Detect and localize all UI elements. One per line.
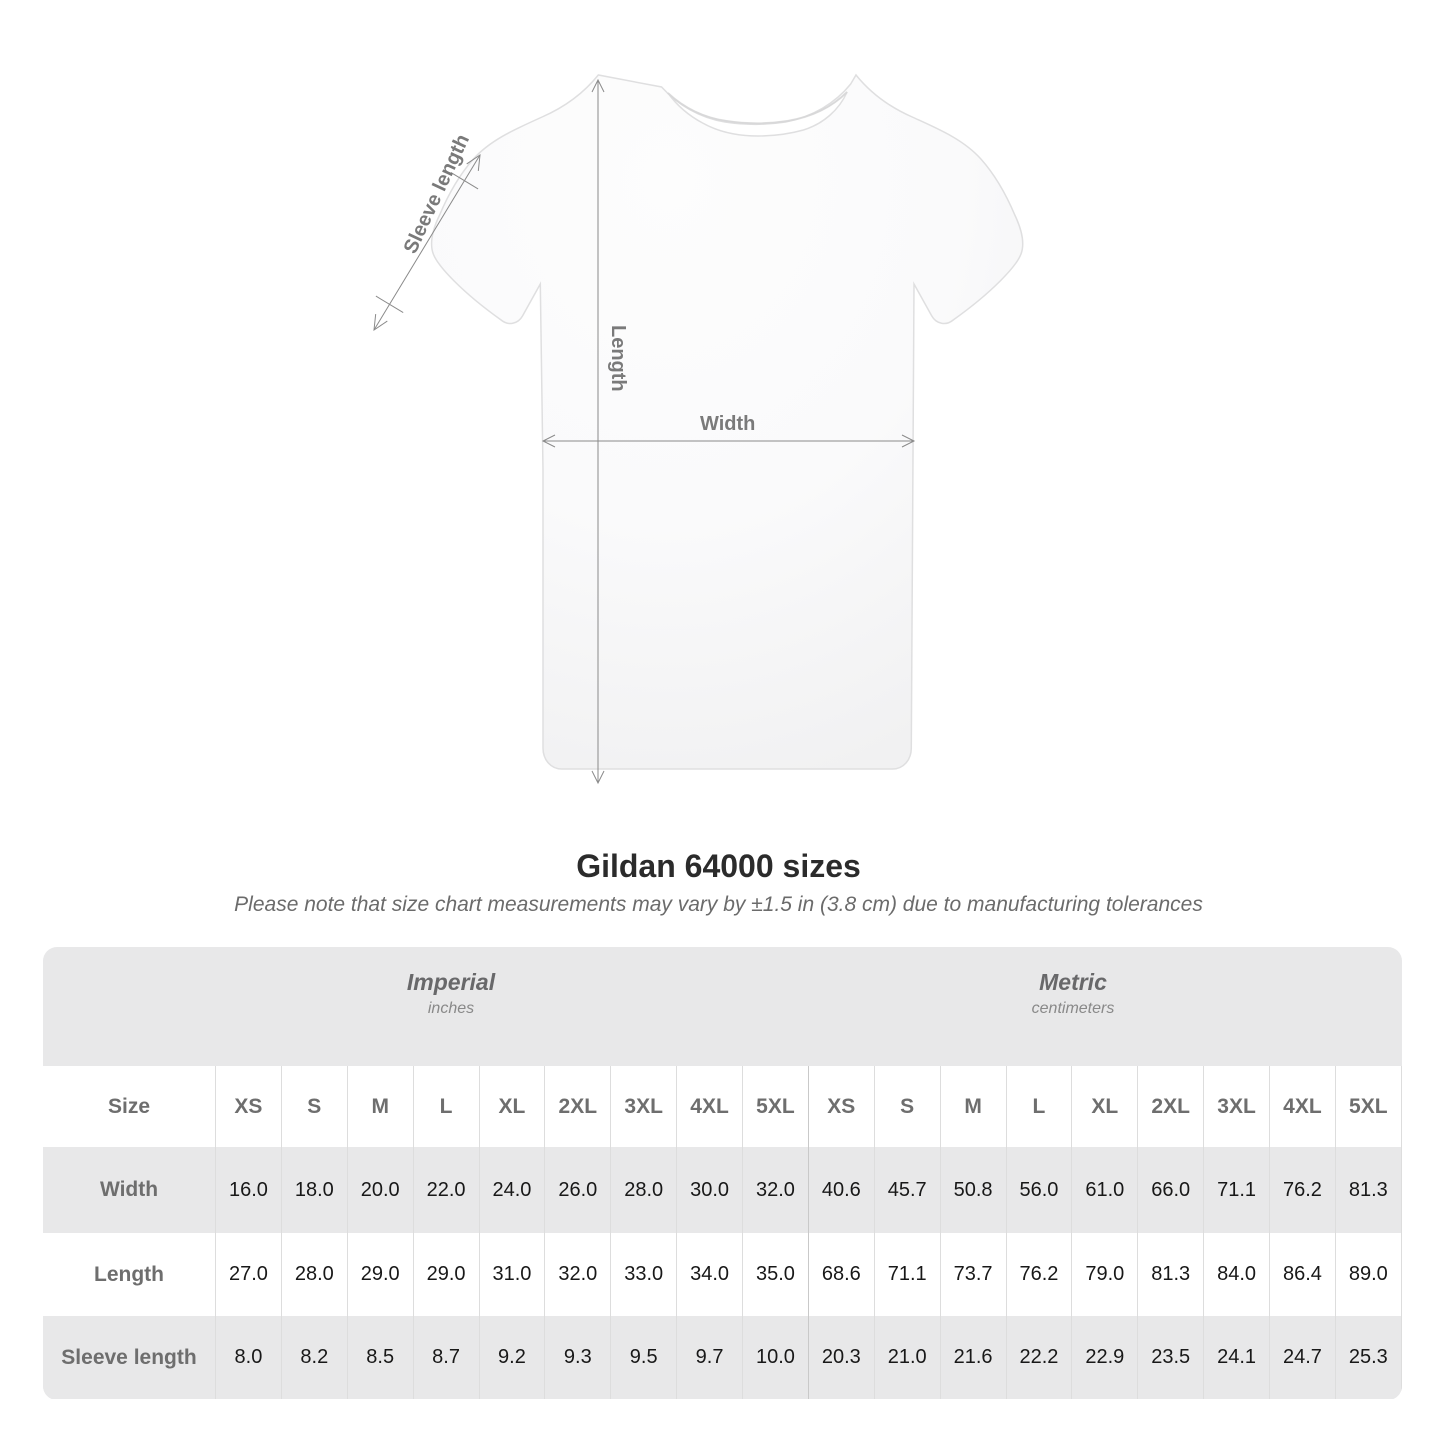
svg-text:Length: Length [607,325,629,392]
svg-text:Width: Width [700,413,755,435]
